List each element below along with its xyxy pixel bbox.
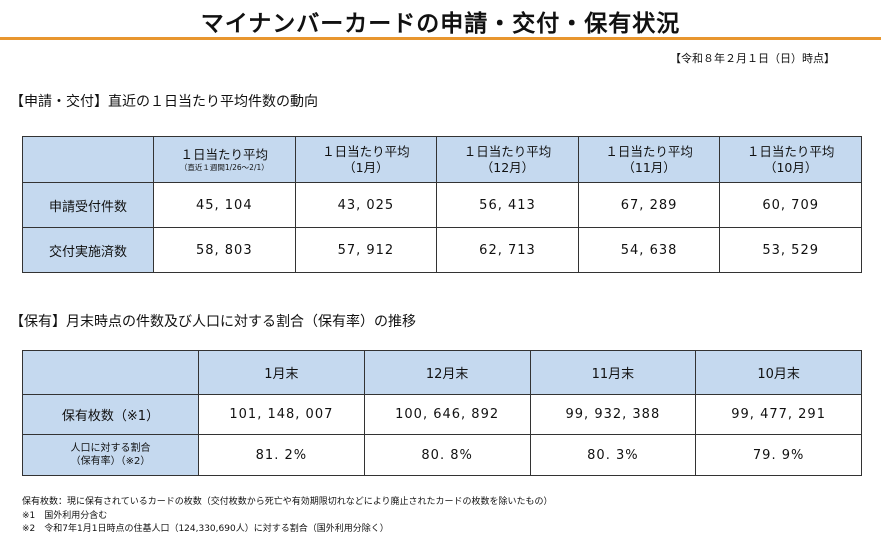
table-cell: 100, 646, 892 <box>363 394 531 435</box>
table-cell: 80. 3% <box>529 434 697 476</box>
table-cell: 79. 9% <box>695 434 862 476</box>
table-cell: 54, 638 <box>577 227 721 273</box>
column-header-label: １日当たり平均 <box>746 143 835 159</box>
column-header-sub: （12月） <box>480 159 535 175</box>
table-cell: 53, 529 <box>719 227 862 273</box>
footnotes: 保有枚数：現に保有されているカードの枚数（交付枚数から死亡や有効期限切れなどによ… <box>22 496 553 537</box>
column-header-sub: （直近１週間1/26～2/1） <box>179 162 269 172</box>
row-header-line: （保有率）（※2） <box>70 456 151 467</box>
column-header-sub: （1月） <box>343 159 389 175</box>
table-row: 保有枚数（※1） 101, 148, 007 100, 646, 892 99,… <box>22 394 862 435</box>
footnote: ※1 国外利用分含む <box>22 510 108 521</box>
column-header: １日当たり平均 （直近１週間1/26～2/1） <box>153 136 296 183</box>
column-header-label: １日当たり平均 <box>180 146 269 162</box>
page-title: マイナンバーカードの申請・交付・保有状況 <box>200 11 681 37</box>
footnote: 保有枚数：現に保有されているカードの枚数（交付枚数から死亡や有効期限切れなどによ… <box>22 497 553 507</box>
row-header-cards-held: 保有枚数（※1） <box>22 394 199 435</box>
table-cell: 99, 477, 291 <box>695 394 862 435</box>
table-cell: 58, 803 <box>153 227 296 273</box>
column-header-label: １日当たり平均 <box>463 143 552 159</box>
table-cell: 99, 932, 388 <box>529 394 697 435</box>
table-row: 人口に対する割合 （保有率）（※2） 81. 2% 80. 8% 80. 3% … <box>22 434 862 476</box>
column-header: １日当たり平均 （12月） <box>436 136 579 183</box>
row-header-issued: 交付実施済数 <box>22 227 154 273</box>
table-cell: 101, 148, 007 <box>198 394 365 435</box>
header-corner-cell <box>22 350 199 395</box>
column-header: 10月末 <box>695 350 862 395</box>
title-divider <box>0 37 881 40</box>
footnote: ※2 令和7年1月1日時点の住基人口（124,330,690人）に対する割合（国… <box>22 524 389 534</box>
row-header-applications: 申請受付件数 <box>22 182 154 228</box>
application-table: １日当たり平均 （直近１週間1/26～2/1） １日当たり平均 （1月） １日当… <box>22 136 862 273</box>
as-of-date: 【令和８年２月１日（日）時点】 <box>670 52 835 65</box>
table-cell: 45, 104 <box>153 182 296 228</box>
holding-table-header: 1月末 12月末 11月末 10月末 <box>22 350 862 395</box>
row-header-ownership-rate: 人口に対する割合 （保有率）（※2） <box>22 434 199 476</box>
table-cell: 56, 413 <box>436 182 579 228</box>
column-header: １日当たり平均 （10月） <box>719 136 862 183</box>
holding-section-heading: 【保有】月末時点の件数及び人口に対する割合（保有率）の推移 <box>10 314 416 330</box>
table-cell: 43, 025 <box>294 182 438 228</box>
table-cell: 57, 912 <box>294 227 438 273</box>
table-cell: 81. 2% <box>198 434 365 476</box>
column-header: 1月末 <box>198 350 365 395</box>
holding-table: 1月末 12月末 11月末 10月末 保有枚数（※1） 101, 148, 00… <box>22 350 862 476</box>
table-row: 申請受付件数 45, 104 43, 025 56, 413 67, 289 6… <box>22 182 862 228</box>
header-corner-cell <box>22 136 154 183</box>
table-cell: 60, 709 <box>719 182 862 228</box>
column-header-label: １日当たり平均 <box>605 143 693 159</box>
column-header: １日当たり平均 （11月） <box>577 136 721 183</box>
table-cell: 80. 8% <box>363 434 531 476</box>
column-header: 11月末 <box>529 350 697 395</box>
column-header: １日当たり平均 （1月） <box>294 136 438 183</box>
row-header-line: 人口に対する割合 <box>70 443 151 454</box>
table-row: 交付実施済数 58, 803 57, 912 62, 713 54, 638 5… <box>22 227 862 273</box>
column-header-sub: （11月） <box>622 159 676 175</box>
table-cell: 67, 289 <box>577 182 721 228</box>
column-header-sub: （10月） <box>763 159 818 175</box>
application-table-header: １日当たり平均 （直近１週間1/26～2/1） １日当たり平均 （1月） １日当… <box>22 136 862 183</box>
column-header-label: １日当たり平均 <box>322 143 410 159</box>
column-header: 12月末 <box>363 350 531 395</box>
table-cell: 62, 713 <box>436 227 579 273</box>
application-section-heading: 【申請・交付】直近の１日当たり平均件数の動向 <box>10 94 318 110</box>
